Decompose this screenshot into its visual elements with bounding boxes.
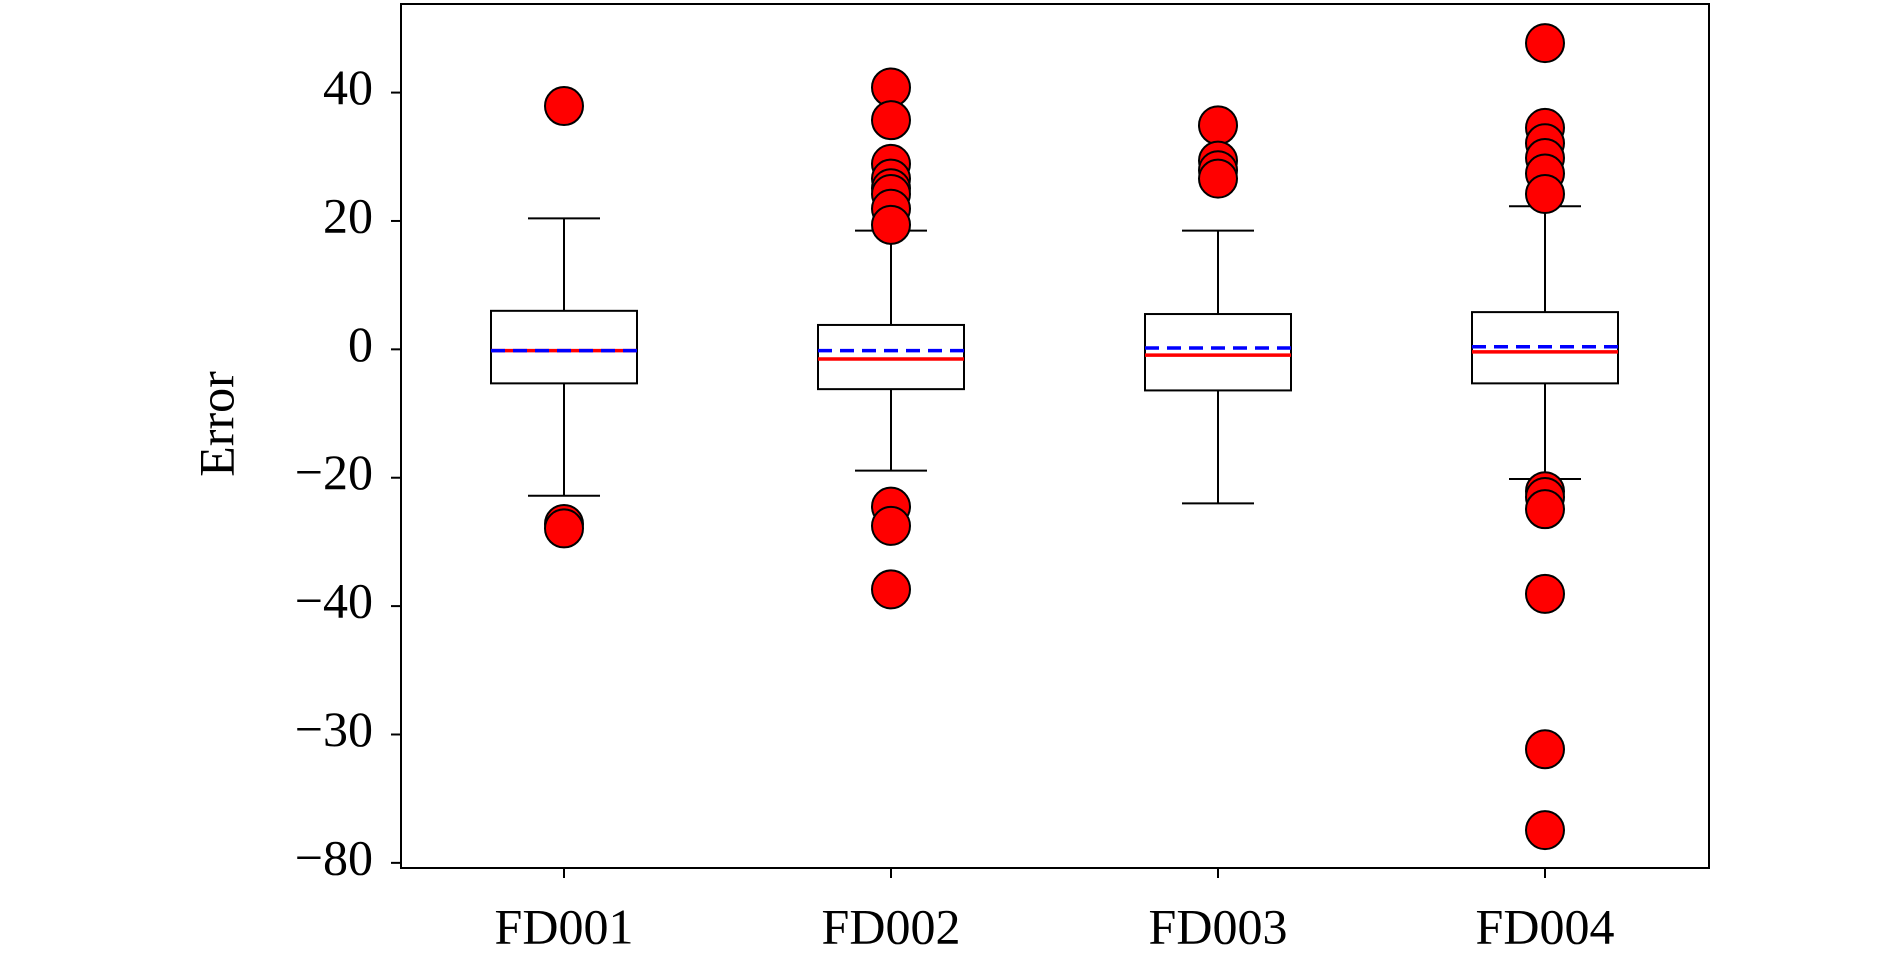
plot-frame bbox=[400, 3, 1710, 869]
outlier bbox=[1198, 105, 1238, 146]
y-tick-label: −80 bbox=[295, 829, 373, 885]
outlier bbox=[871, 204, 911, 245]
x-tick-label: FD004 bbox=[1476, 898, 1615, 954]
outlier bbox=[544, 508, 584, 549]
outlier bbox=[1525, 174, 1565, 215]
y-tick-label: −20 bbox=[295, 444, 373, 500]
x-tick-label: FD001 bbox=[495, 898, 634, 954]
y-tick-label: 0 bbox=[348, 316, 373, 372]
outlier bbox=[1525, 573, 1565, 614]
outlier bbox=[1525, 489, 1565, 530]
outlier bbox=[871, 505, 911, 546]
outlier bbox=[1525, 23, 1565, 64]
outlier bbox=[1525, 810, 1565, 851]
outlier bbox=[871, 569, 911, 610]
outlier bbox=[544, 86, 584, 127]
x-tick-label: FD003 bbox=[1149, 898, 1288, 954]
outlier bbox=[1525, 729, 1565, 770]
outlier bbox=[1198, 158, 1238, 199]
outlier bbox=[871, 100, 911, 141]
x-tick-label: FD002 bbox=[822, 898, 961, 954]
y-tick-label: −40 bbox=[295, 573, 373, 629]
box bbox=[1144, 313, 1292, 392]
box bbox=[817, 323, 965, 391]
y-tick-label: −30 bbox=[295, 701, 373, 757]
y-tick-label: 20 bbox=[323, 187, 373, 243]
y-tick-label: 40 bbox=[323, 59, 373, 115]
y-axis-label: Error bbox=[188, 371, 244, 477]
box bbox=[490, 309, 638, 385]
